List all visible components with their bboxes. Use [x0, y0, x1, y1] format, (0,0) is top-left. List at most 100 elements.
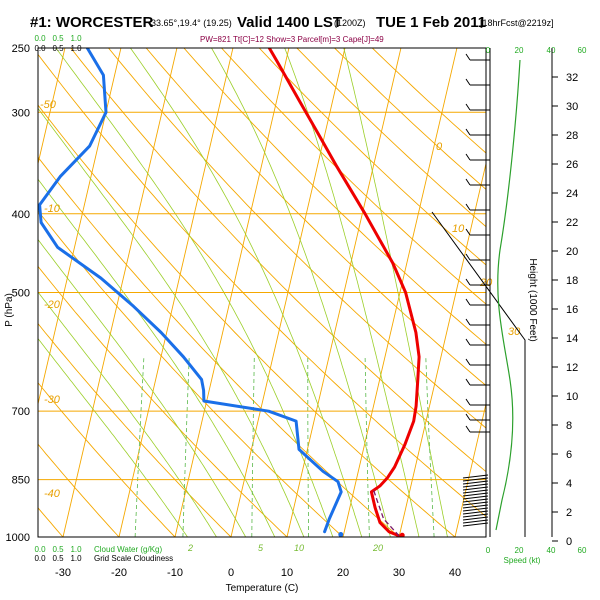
height-tick-label: 26: [566, 159, 578, 171]
wind-barb: [465, 413, 490, 421]
mixing-ratio-label: 5: [258, 543, 264, 553]
cloud-water-tick-bottom: 1.0: [70, 545, 82, 554]
wind-hatch: [462, 489, 489, 494]
height-tick-label: 14: [566, 333, 578, 345]
wind-speed-line: [495, 59, 521, 531]
wind-hatch: [462, 474, 489, 479]
wind-barb: [465, 78, 490, 86]
wind-hatch: [462, 498, 489, 503]
speed-axis-label: Speed (kt): [504, 556, 541, 565]
cloudiness-label: Grid Scale Cloudiness: [94, 554, 173, 563]
valid-time: Valid 1400 LST: [237, 14, 343, 31]
station-coords: -33.65°,19.4° (19.25): [148, 18, 232, 28]
mixing-ratio-line: [251, 356, 255, 537]
wind-hatch: [462, 510, 489, 515]
wind-barb: [465, 103, 490, 111]
wind-barb: [465, 253, 490, 261]
theta-label: -40: [44, 488, 61, 500]
height-tick-label: 2: [566, 507, 572, 519]
speed-tick-bottom: 60: [578, 546, 587, 555]
height-tick-label: 16: [566, 304, 578, 316]
isotherm: [454, 401, 486, 537]
moist-adiabat: [38, 238, 247, 537]
cloudiness-tick-bottom: 0.5: [52, 554, 64, 563]
height-tick-label: 22: [566, 217, 578, 229]
wind-hatch: [462, 513, 489, 518]
dry-adiabat: [38, 322, 232, 537]
height-tick-label: 20: [566, 246, 578, 258]
temperature-tick-label: -20: [111, 567, 127, 579]
cloud-water-tick-bottom: 0.5: [52, 545, 64, 554]
wind-barb: [465, 298, 490, 306]
mixing-ratio-label: 10: [294, 543, 304, 553]
speed-tick-bottom: 20: [515, 546, 524, 555]
dry-adiabat: [38, 156, 400, 537]
dry-adiabat: [183, 48, 486, 345]
cloud-water-tick-bottom: 0.0: [34, 545, 46, 554]
wind-barb: [465, 318, 490, 326]
forecast-date: TUE 1 Feb 2011: [376, 14, 487, 31]
temperature-tick-label: 10: [281, 567, 293, 579]
isotherm: [38, 48, 66, 166]
moist-adiabat: [38, 337, 188, 537]
wind-barb: [465, 178, 490, 186]
temperature-tick-label: 0: [228, 567, 234, 579]
wind-hatch: [462, 480, 489, 485]
theta-label: -50: [40, 99, 57, 111]
wind-hatch: [462, 519, 489, 524]
wind-hatch: [462, 483, 489, 488]
pressure-tick-label: 250: [12, 43, 30, 55]
theta-label: -20: [44, 299, 61, 311]
wind-hatch: [462, 477, 489, 482]
height-tick-label: 32: [566, 72, 578, 84]
wind-hatch: [462, 504, 489, 509]
wind-barb: [465, 203, 490, 211]
dry-adiabat: [70, 48, 486, 473]
wind-hatch: [462, 492, 489, 497]
dry-adiabat: [38, 382, 176, 537]
dry-adiabat: [38, 265, 288, 537]
moist-adiabat: [55, 48, 334, 537]
theta-label: 30: [508, 326, 521, 338]
utc-time: (1200Z): [334, 18, 366, 28]
temperature-line: [267, 48, 421, 537]
pressure-tick-label: 850: [12, 475, 30, 487]
plot-area: [0, 48, 486, 537]
wind-barb: [465, 338, 490, 346]
moist-adiabat: [129, 48, 363, 537]
pressure-tick-label: 700: [12, 406, 30, 418]
height-tick-label: 0: [566, 536, 572, 548]
tropopause-line: [431, 211, 526, 537]
wind-hatch: [462, 486, 489, 491]
temperature-tick-label: -10: [167, 567, 183, 579]
dry-adiabat: [107, 48, 486, 429]
wind-hatch: [462, 495, 489, 500]
wind-hatch: [462, 522, 489, 527]
wind-barb: [465, 425, 490, 433]
speed-tick-top: 40: [547, 46, 556, 55]
dry-adiabat: [38, 104, 456, 537]
cloud-water-tick-top: 0.0: [34, 34, 46, 43]
y-axis-label: P (hPa): [4, 293, 15, 327]
chart-header: #1: WORCESTER -33.65°,19.4° (19.25) Vali…: [0, 0, 600, 44]
temperature-tick-label: 40: [449, 567, 461, 579]
dry-adiabat: [258, 48, 486, 266]
speed-tick-bottom: 40: [547, 546, 556, 555]
wind-hatch: [462, 516, 489, 521]
dry-adiabat: [333, 48, 486, 190]
dry-adiabat: [220, 48, 486, 305]
dry-adiabat: [38, 210, 344, 537]
dry-adiabat: [38, 53, 486, 518]
x-axis-label: Temperature (C): [226, 583, 299, 594]
speed-tick-top: 60: [578, 46, 587, 55]
moist-adiabat: [284, 48, 420, 537]
height-tick-label: 10: [566, 391, 578, 403]
dry-adiabat: [296, 48, 486, 228]
moist-adiabat: [343, 48, 448, 537]
dry-adiabat: [145, 48, 486, 387]
theta-label: -30: [44, 394, 61, 406]
height-tick-label: 30: [566, 101, 578, 113]
height-tick-label: 12: [566, 362, 578, 374]
isotherm: [0, 48, 9, 537]
plot-frame: [37, 47, 487, 538]
